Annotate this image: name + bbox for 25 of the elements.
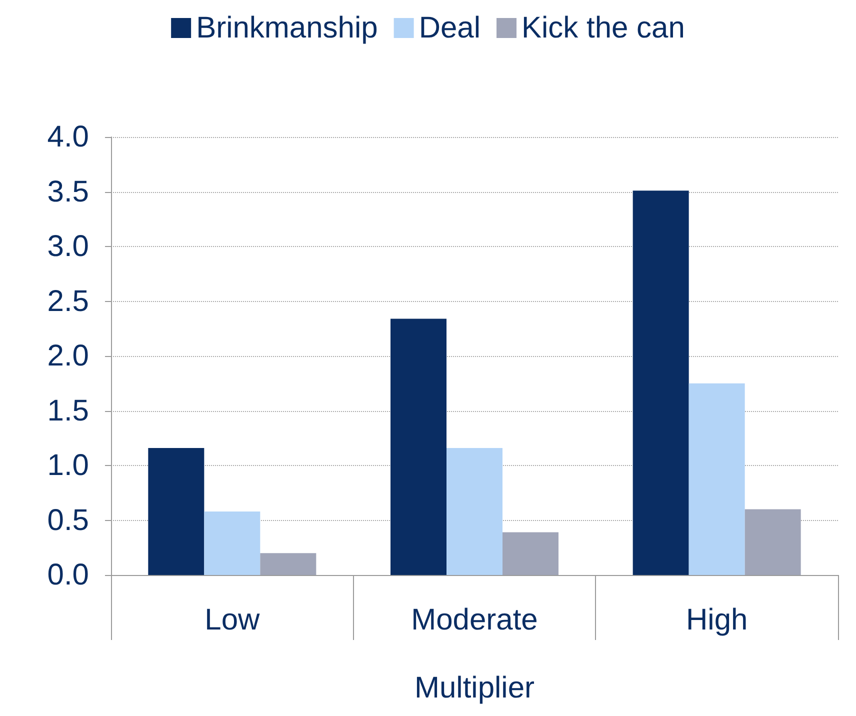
x-tick-label: Moderate	[411, 604, 538, 636]
x-tick-label: Low	[204, 604, 260, 636]
bar	[744, 509, 801, 575]
y-tick-label: 3.5	[47, 175, 89, 208]
legend-label: Brinkmanship	[196, 12, 378, 44]
y-tick-label: 1.0	[47, 449, 89, 482]
y-tick-label: 0.0	[47, 558, 89, 592]
bar	[148, 448, 204, 575]
bar	[632, 190, 689, 575]
y-tick-label: 0.5	[47, 504, 89, 537]
y-tick-label: 3.0	[47, 230, 89, 263]
x-axis-title: Multiplier	[414, 672, 535, 704]
bar	[204, 511, 260, 575]
y-tick-label: 2.0	[47, 340, 89, 372]
bar	[260, 553, 316, 575]
legend-label: Kick the can	[522, 12, 685, 44]
bar	[688, 383, 745, 575]
bar	[502, 532, 558, 575]
y-tick-label: 2.5	[47, 284, 89, 318]
legend-label: Deal	[418, 12, 481, 44]
y-tick-label: 4.0	[47, 120, 89, 154]
y-tick-label: 1.5	[47, 394, 89, 428]
bar	[446, 448, 502, 575]
bar	[390, 318, 446, 575]
x-tick-label: High	[686, 604, 748, 636]
